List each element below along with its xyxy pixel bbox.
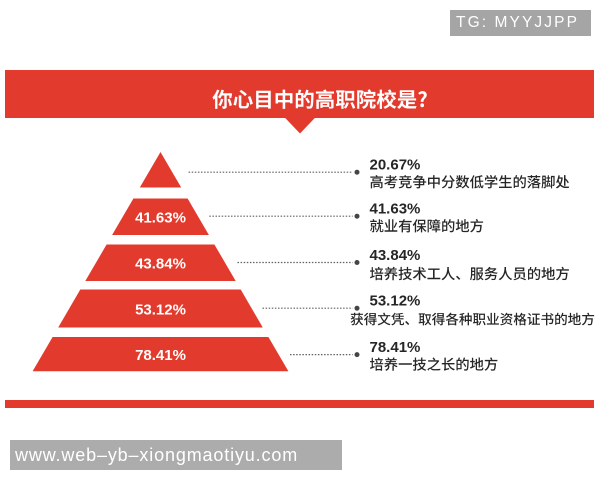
svg-text:41.63%: 41.63% [370,201,421,218]
svg-text:41.63%: 41.63% [135,210,186,227]
svg-text:53.12%: 53.12% [135,301,186,318]
svg-text:20.67%: 20.67% [370,157,421,174]
svg-text:78.41%: 78.41% [370,339,421,356]
svg-text:53.12%: 53.12% [370,293,421,310]
svg-text:78.41%: 78.41% [135,347,186,364]
svg-text:43.84%: 43.84% [370,247,421,264]
svg-text:43.84%: 43.84% [135,256,186,273]
